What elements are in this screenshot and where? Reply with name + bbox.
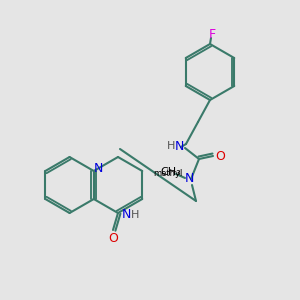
Text: H: H (167, 141, 175, 151)
Text: F: F (208, 28, 216, 40)
Text: O: O (215, 149, 225, 163)
Text: O: O (108, 232, 118, 245)
Text: methyl: methyl (153, 169, 183, 178)
Text: N: N (94, 161, 104, 175)
Text: H: H (131, 210, 139, 220)
Text: N: N (174, 140, 184, 152)
Text: N: N (121, 208, 131, 221)
Text: N: N (184, 172, 194, 185)
Text: CH₃: CH₃ (160, 167, 182, 177)
